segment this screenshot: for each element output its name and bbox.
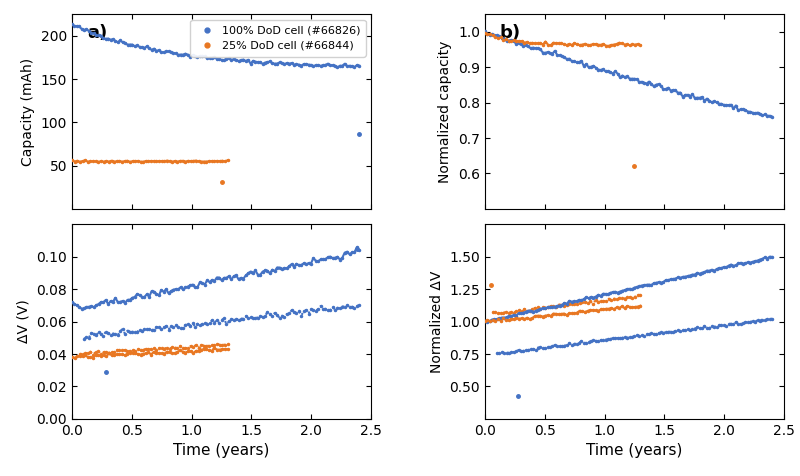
Legend: 100% DoD cell (#66826), 25% DoD cell (#66844): 100% DoD cell (#66826), 25% DoD cell (#6… — [190, 20, 366, 57]
X-axis label: Time (years): Time (years) — [586, 443, 682, 458]
Y-axis label: Normalized capacity: Normalized capacity — [438, 40, 453, 183]
Y-axis label: Capacity (mAh): Capacity (mAh) — [22, 58, 35, 166]
Text: b): b) — [500, 24, 521, 42]
Y-axis label: ΔV (V): ΔV (V) — [17, 300, 31, 344]
X-axis label: Time (years): Time (years) — [174, 443, 270, 458]
Text: a): a) — [87, 24, 107, 42]
Y-axis label: Normalized ΔV: Normalized ΔV — [430, 270, 444, 373]
